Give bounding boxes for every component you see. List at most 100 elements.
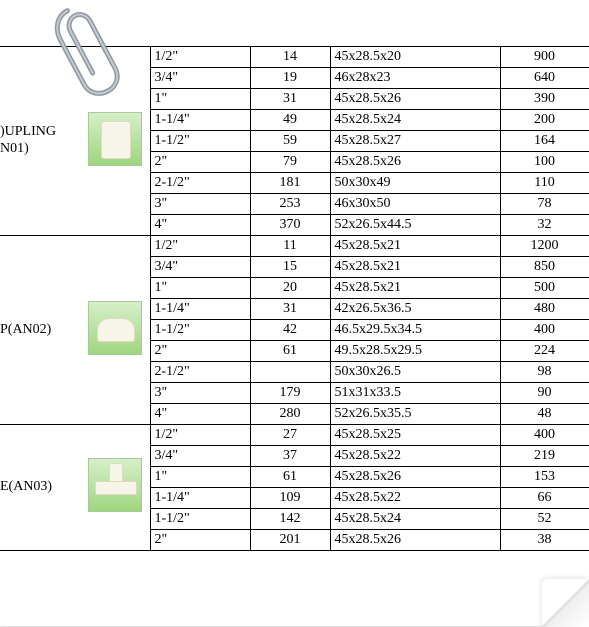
weight-cell: 109 <box>250 488 330 509</box>
group-label-line: N01) <box>0 141 80 158</box>
weight-cell <box>250 362 330 383</box>
weight-cell: 201 <box>250 530 330 551</box>
group-image <box>80 425 150 551</box>
size-cell: 1/2" <box>150 47 250 68</box>
weight-cell: 179 <box>250 383 330 404</box>
weight-cell: 14 <box>250 47 330 68</box>
size-cell: 2" <box>150 341 250 362</box>
qty-cell: 153 <box>500 467 589 488</box>
dim-cell: 45x28.5x26 <box>330 530 500 551</box>
page-curl <box>542 579 589 627</box>
weight-cell: 59 <box>250 131 330 152</box>
dim-cell: 45x28.5x22 <box>330 488 500 509</box>
qty-cell: 200 <box>500 110 589 131</box>
qty-cell: 48 <box>500 404 589 425</box>
dim-cell: 45x28.5x26 <box>330 89 500 110</box>
weight-cell: 31 <box>250 89 330 110</box>
size-cell: 1/2" <box>150 425 250 446</box>
dim-cell: 45x28.5x21 <box>330 257 500 278</box>
dim-cell: 49.5x28.5x29.5 <box>330 341 500 362</box>
qty-cell: 1200 <box>500 236 589 257</box>
qty-cell: 224 <box>500 341 589 362</box>
size-cell: 2-1/2" <box>150 173 250 194</box>
size-cell: 1" <box>150 467 250 488</box>
qty-cell: 90 <box>500 383 589 404</box>
weight-cell: 142 <box>250 509 330 530</box>
weight-cell: 61 <box>250 467 330 488</box>
weight-cell: 31 <box>250 299 330 320</box>
product-thumb-tee <box>88 458 142 512</box>
qty-cell: 500 <box>500 278 589 299</box>
qty-cell: 38 <box>500 530 589 551</box>
paperclip-icon <box>48 0 138 108</box>
qty-cell: 52 <box>500 509 589 530</box>
weight-cell: 27 <box>250 425 330 446</box>
size-cell: 3/4" <box>150 68 250 89</box>
size-cell: 3" <box>150 194 250 215</box>
size-cell: 1/2" <box>150 236 250 257</box>
dim-cell: 45x28.5x27 <box>330 131 500 152</box>
table-row: E(AN03)1/2"2745x28.5x25400 <box>0 425 589 446</box>
group-label-line: E(AN03) <box>0 479 80 496</box>
spec-table: )UPLINGN01)1/2"1445x28.5x209003/4"1946x2… <box>0 46 589 551</box>
qty-cell: 219 <box>500 446 589 467</box>
size-cell: 1-1/4" <box>150 299 250 320</box>
size-cell: 1-1/2" <box>150 131 250 152</box>
group-label-line: )UPLING <box>0 124 80 141</box>
weight-cell: 79 <box>250 152 330 173</box>
weight-cell: 37 <box>250 446 330 467</box>
weight-cell: 20 <box>250 278 330 299</box>
size-cell: 1-1/2" <box>150 320 250 341</box>
size-cell: 1-1/4" <box>150 488 250 509</box>
qty-cell: 98 <box>500 362 589 383</box>
dim-cell: 50x30x49 <box>330 173 500 194</box>
dim-cell: 45x28.5x20 <box>330 47 500 68</box>
weight-cell: 370 <box>250 215 330 236</box>
qty-cell: 164 <box>500 131 589 152</box>
qty-cell: 110 <box>500 173 589 194</box>
table-row: P(AN02)1/2"1145x28.5x211200 <box>0 236 589 257</box>
dim-cell: 45x28.5x26 <box>330 467 500 488</box>
size-cell: 1-1/2" <box>150 509 250 530</box>
size-cell: 2" <box>150 530 250 551</box>
dim-cell: 46x28x23 <box>330 68 500 89</box>
group-image <box>80 236 150 425</box>
qty-cell: 640 <box>500 68 589 89</box>
size-cell: 1-1/4" <box>150 110 250 131</box>
group-label-line: P(AN02) <box>0 322 80 339</box>
dim-cell: 45x28.5x21 <box>330 236 500 257</box>
weight-cell: 15 <box>250 257 330 278</box>
qty-cell: 100 <box>500 152 589 173</box>
qty-cell: 400 <box>500 425 589 446</box>
dim-cell: 50x30x26.5 <box>330 362 500 383</box>
dim-cell: 45x28.5x21 <box>330 278 500 299</box>
dim-cell: 45x28.5x22 <box>330 446 500 467</box>
qty-cell: 400 <box>500 320 589 341</box>
size-cell: 2" <box>150 152 250 173</box>
weight-cell: 253 <box>250 194 330 215</box>
weight-cell: 49 <box>250 110 330 131</box>
dim-cell: 52x26.5x44.5 <box>330 215 500 236</box>
qty-cell: 850 <box>500 257 589 278</box>
qty-cell: 480 <box>500 299 589 320</box>
group-label: P(AN02) <box>0 236 80 425</box>
qty-cell: 32 <box>500 215 589 236</box>
weight-cell: 19 <box>250 68 330 89</box>
product-thumb-coupling <box>88 112 142 166</box>
qty-cell: 66 <box>500 488 589 509</box>
weight-cell: 280 <box>250 404 330 425</box>
size-cell: 4" <box>150 404 250 425</box>
dim-cell: 46.5x29.5x34.5 <box>330 320 500 341</box>
dim-cell: 51x31x33.5 <box>330 383 500 404</box>
dim-cell: 45x28.5x24 <box>330 110 500 131</box>
group-label: E(AN03) <box>0 425 80 551</box>
weight-cell: 42 <box>250 320 330 341</box>
size-cell: 3" <box>150 383 250 404</box>
size-cell: 4" <box>150 215 250 236</box>
qty-cell: 390 <box>500 89 589 110</box>
dim-cell: 45x28.5x26 <box>330 152 500 173</box>
weight-cell: 61 <box>250 341 330 362</box>
qty-cell: 78 <box>500 194 589 215</box>
qty-cell: 900 <box>500 47 589 68</box>
size-cell: 3/4" <box>150 446 250 467</box>
